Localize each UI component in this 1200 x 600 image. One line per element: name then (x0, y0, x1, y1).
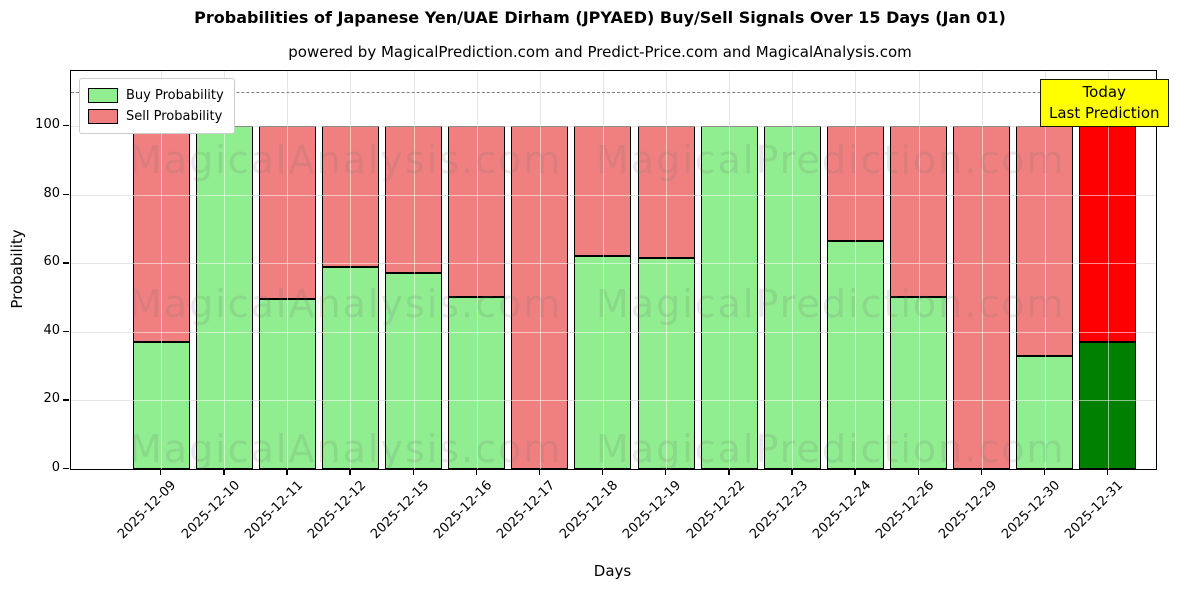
today-annotation-line1: Today (1082, 83, 1126, 101)
legend-sell-label: Sell Probability (126, 109, 223, 124)
x-tick-mark (538, 469, 541, 475)
x-tick-label: 2025-12-15 (368, 478, 433, 543)
v-gridline (602, 71, 604, 469)
x-tick-mark (1043, 469, 1046, 475)
x-tick-mark (412, 469, 414, 475)
v-gridline (918, 71, 920, 469)
x-tick-mark (854, 469, 856, 475)
x-tick-mark (223, 469, 225, 475)
v-gridline (161, 71, 162, 469)
x-tick-label: 2025-12-19 (620, 478, 685, 543)
y-tick-label: 100 (35, 116, 60, 132)
v-gridline (729, 71, 731, 469)
h-gridline (71, 125, 1156, 127)
x-tick-mark (349, 469, 351, 475)
x-tick-label: 2025-12-24 (809, 478, 875, 543)
x-tick-mark (1106, 469, 1109, 475)
x-tick-mark (917, 469, 919, 475)
buy-swatch-icon (88, 88, 118, 103)
v-gridline (350, 71, 352, 469)
x-tick-label: 2025-12-29 (936, 478, 1001, 543)
y-tick-label: 80 (43, 185, 60, 201)
legend-item-buy: Buy Probability (88, 85, 224, 106)
y-tick-mark (63, 399, 69, 401)
x-tick-label: 2025-12-22 (683, 478, 748, 543)
v-gridline (792, 71, 794, 469)
y-tick-label: 40 (43, 322, 60, 338)
x-tick-label: 2025-12-11 (241, 478, 306, 543)
y-tick-mark (63, 468, 69, 470)
x-tick-label: 2025-12-30 (999, 478, 1064, 543)
plot-area: Buy Probability Sell Probability Magical… (70, 70, 1157, 471)
legend-item-sell: Sell Probability (88, 106, 224, 127)
chart-title: Probabilities of Japanese Yen/UAE Dirham… (194, 8, 1006, 27)
x-tick-label: 2025-12-23 (746, 478, 811, 543)
v-gridline (476, 71, 478, 469)
threshold-dashed-line (71, 91, 1156, 93)
y-tick-mark (63, 262, 69, 264)
y-tick-label: 60 (43, 254, 60, 270)
x-tick-mark (665, 469, 667, 475)
x-tick-mark (160, 469, 162, 475)
x-tick-label: 2025-12-12 (304, 478, 369, 543)
legend: Buy Probability Sell Probability (79, 78, 235, 134)
today-annotation-line2: Last Prediction (1049, 104, 1160, 122)
x-tick-label: 2025-12-26 (873, 478, 938, 543)
y-tick-label: 20 (43, 391, 60, 407)
v-gridline (539, 71, 541, 469)
x-tick-label: 2025-12-16 (431, 478, 496, 543)
sell-swatch-icon (88, 109, 118, 124)
v-gridline (1044, 71, 1046, 469)
x-tick-mark (980, 469, 983, 475)
chart-subtitle: powered by MagicalPrediction.com and Pre… (288, 43, 912, 61)
legend-buy-label: Buy Probability (126, 88, 224, 103)
y-tick-mark (63, 193, 69, 195)
y-tick-mark (63, 124, 69, 127)
x-tick-mark (286, 469, 288, 475)
v-gridline (287, 71, 289, 469)
v-gridline (666, 71, 668, 469)
h-gridline (71, 331, 1156, 333)
x-tick-mark (791, 469, 793, 475)
x-tick-mark (601, 469, 604, 475)
y-tick-mark (63, 330, 69, 333)
v-gridline (1107, 71, 1109, 469)
h-gridline (71, 400, 1156, 402)
x-tick-label: 2025-12-17 (494, 478, 559, 543)
h-gridline (71, 263, 1156, 265)
today-annotation-box: Today Last Prediction (1040, 79, 1169, 127)
h-gridline (71, 194, 1156, 196)
v-gridline (413, 71, 415, 469)
x-tick-mark (475, 469, 478, 475)
y-tick-label: 0 (51, 460, 60, 475)
x-axis-label: Days (593, 562, 632, 580)
v-gridline (981, 71, 983, 469)
v-gridline (224, 71, 226, 469)
x-tick-label: 2025-12-10 (178, 478, 243, 543)
x-tick-label: 2025-12-18 (557, 478, 622, 543)
v-gridline (855, 71, 857, 469)
x-tick-label: 2025-12-31 (1062, 478, 1127, 543)
x-tick-mark (728, 469, 730, 475)
x-tick-label: 2025-12-09 (115, 478, 180, 543)
